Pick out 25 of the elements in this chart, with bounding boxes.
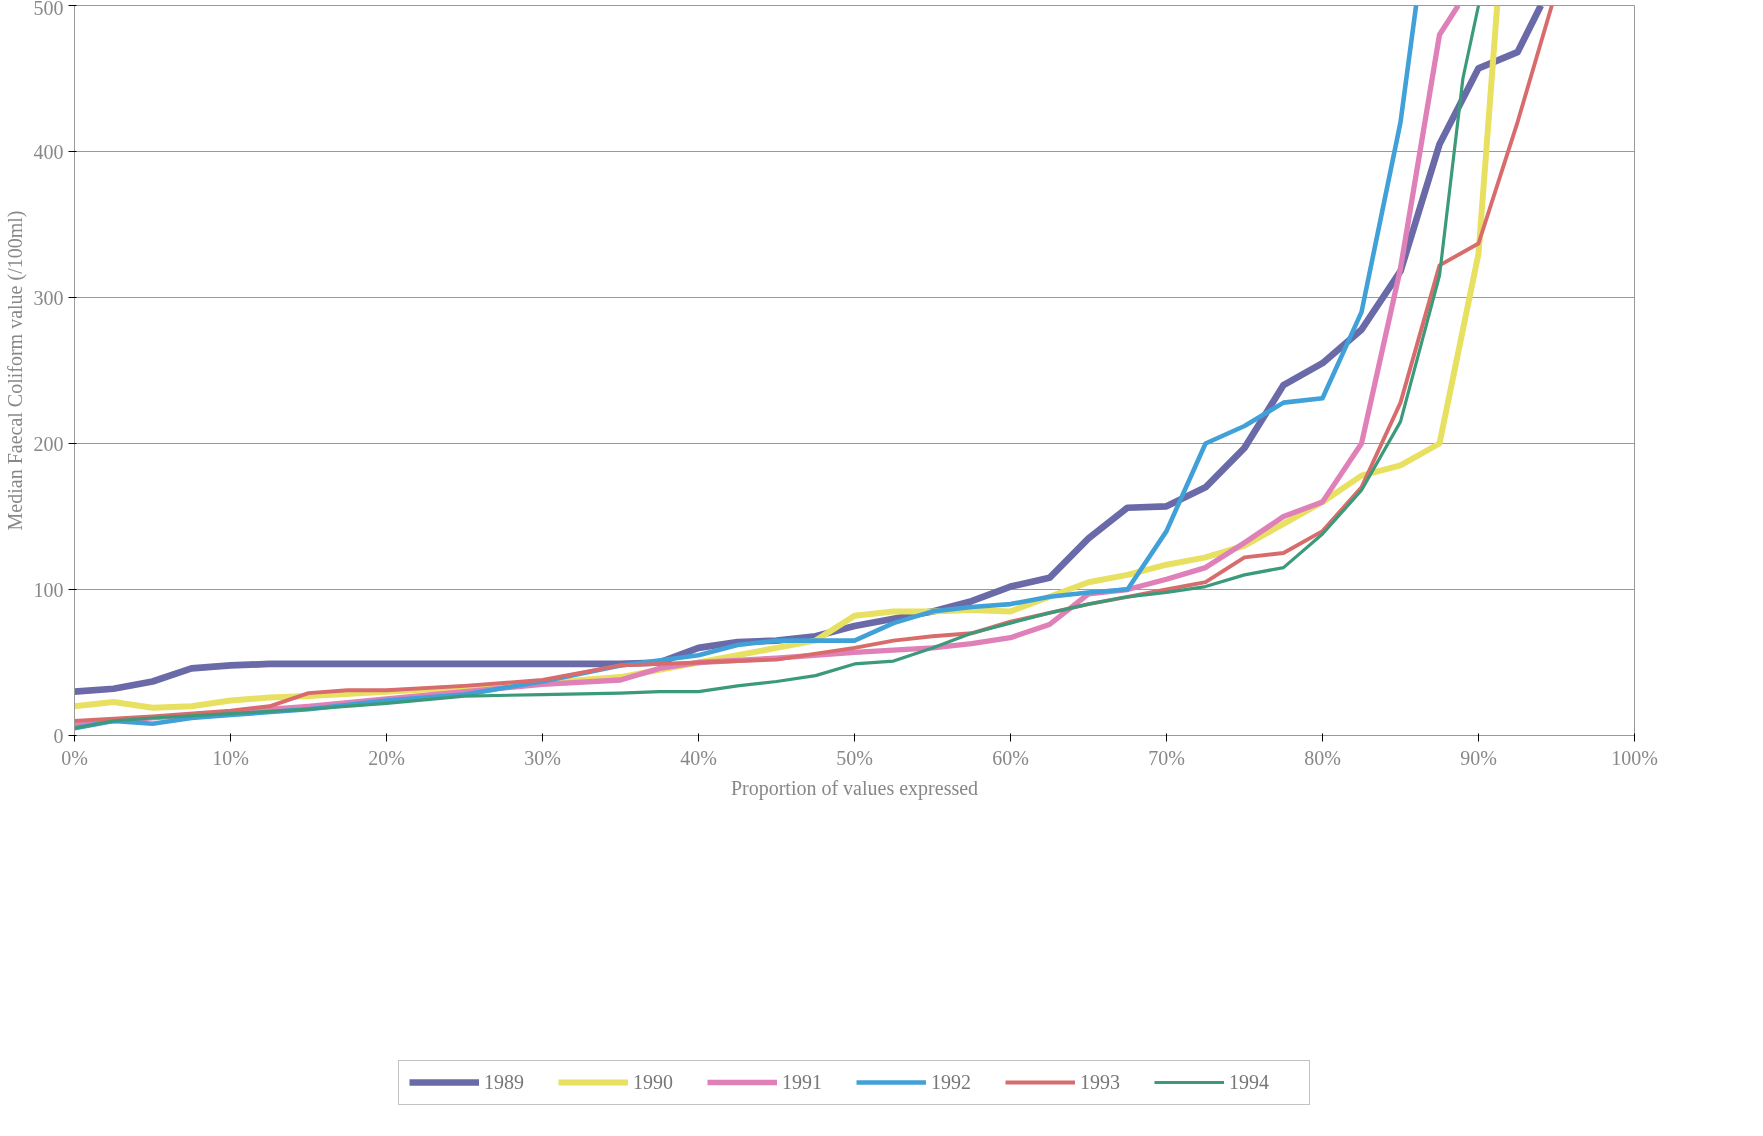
x-tick-label: 30% [524,746,561,769]
x-tick-label: 40% [680,746,717,769]
x-tick-label: 50% [836,746,873,769]
y-tick-label: 0 [53,724,64,747]
x-axis-title: Proportion of values expressed [730,776,979,800]
y-tick-label: 300 [33,286,64,309]
x-tick-label: 20% [368,746,405,769]
x-tick-label: 10% [212,746,249,769]
x-tick-label: 60% [992,746,1029,769]
y-tick-label: 200 [33,432,64,455]
legend-label: 1989 [484,1070,525,1094]
y-tick-label: 400 [33,140,64,163]
legend-label: 1993 [1080,1070,1121,1094]
x-tick-label: 100% [1611,746,1658,769]
y-tick-label: 500 [33,0,64,19]
x-tick-label: 0% [61,746,88,769]
legend-label: 1992 [931,1070,972,1094]
x-tick-label: 80% [1304,746,1341,769]
legend-label: 1994 [1229,1070,1270,1094]
legend-label: 1991 [782,1070,823,1094]
x-tick-label: 70% [1148,746,1185,769]
y-tick-label: 100 [33,578,64,601]
x-tick-label: 90% [1460,746,1497,769]
legend-label: 1990 [633,1070,674,1094]
y-axis-title: Median Faecal Coliform value (/100ml) [3,210,27,531]
